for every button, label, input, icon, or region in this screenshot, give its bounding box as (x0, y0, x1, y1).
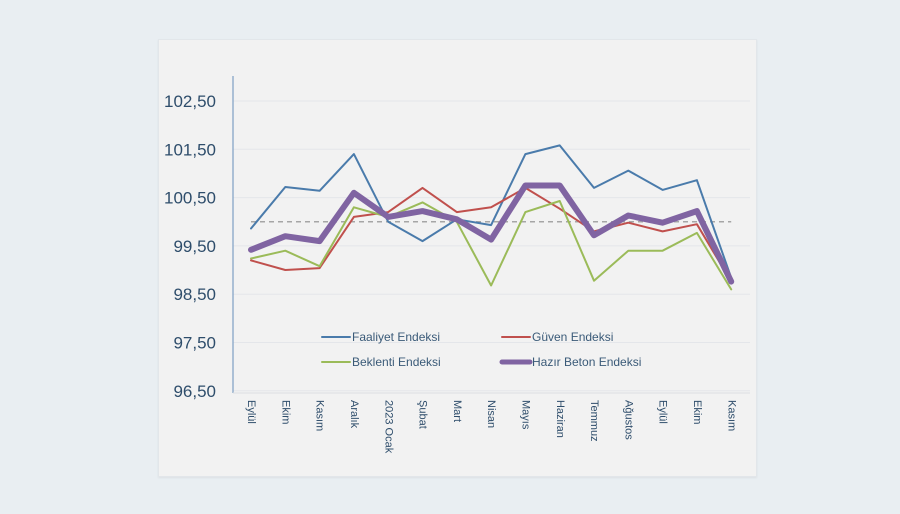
series-line-hazir-beton-endeksi (248, 182, 735, 285)
series-group (248, 144, 735, 291)
x-tick-label: Mayıs (519, 400, 531, 430)
legend-label-beklenti-endeksi: Beklenti Endeksi (352, 355, 441, 369)
y-tick-label: 101,50 (164, 140, 216, 159)
y-tick-label: 96,50 (173, 382, 216, 401)
legend-label-faaliyet-endeksi: Faaliyet Endeksi (352, 330, 440, 344)
y-tick-label: 98,50 (173, 285, 216, 304)
axes (232, 76, 750, 394)
x-tick-label: Temmuz (588, 400, 600, 442)
x-tick-label: Ekim (691, 400, 703, 424)
legend-label-hazir-beton-endeksi: Hazır Beton Endeksi (532, 355, 641, 369)
x-tick-label: Nisan (485, 400, 497, 428)
x-tick-label: Kasım (314, 400, 326, 431)
x-tick-label: Kasım (725, 400, 737, 431)
y-tick-label: 102,50 (164, 92, 216, 111)
y-tick-label: 100,50 (164, 189, 216, 208)
x-tick-label: Ağustos (622, 400, 634, 440)
x-tick-label: Eylül (657, 400, 669, 424)
series-line-guven-endeksi (250, 186, 733, 283)
y-tick-labels: 102,50 101,50 100,50 99,50 98,50 97,50 96,50 (164, 92, 216, 401)
legend-label-guven-endeksi: Güven Endeksi (532, 330, 613, 344)
series-line-beklenti-endeksi (250, 200, 733, 291)
legend: Faaliyet Endeksi Güven Endeksi Beklenti En… (321, 330, 641, 369)
x-tick-label: Şubat (417, 400, 429, 429)
x-tick-label: Haziran (554, 400, 566, 438)
y-tick-label: 99,50 (173, 237, 216, 256)
x-tick-label: Mart (451, 400, 463, 422)
x-tick-label: Eylül (245, 400, 257, 424)
x-tick-label: 2023 Ocak (382, 400, 394, 454)
gridlines (233, 100, 750, 392)
x-tick-label: Ekim (279, 400, 291, 424)
x-tick-labels: Eylül Ekim Kasım Aralık 2023 Ocak Şubat Mart Ni… (245, 400, 737, 454)
chart-frame (158, 39, 757, 477)
series-line-faaliyet-endeksi (250, 144, 733, 279)
y-tick-label: 97,50 (173, 334, 216, 353)
x-tick-label: Aralık (348, 400, 360, 429)
